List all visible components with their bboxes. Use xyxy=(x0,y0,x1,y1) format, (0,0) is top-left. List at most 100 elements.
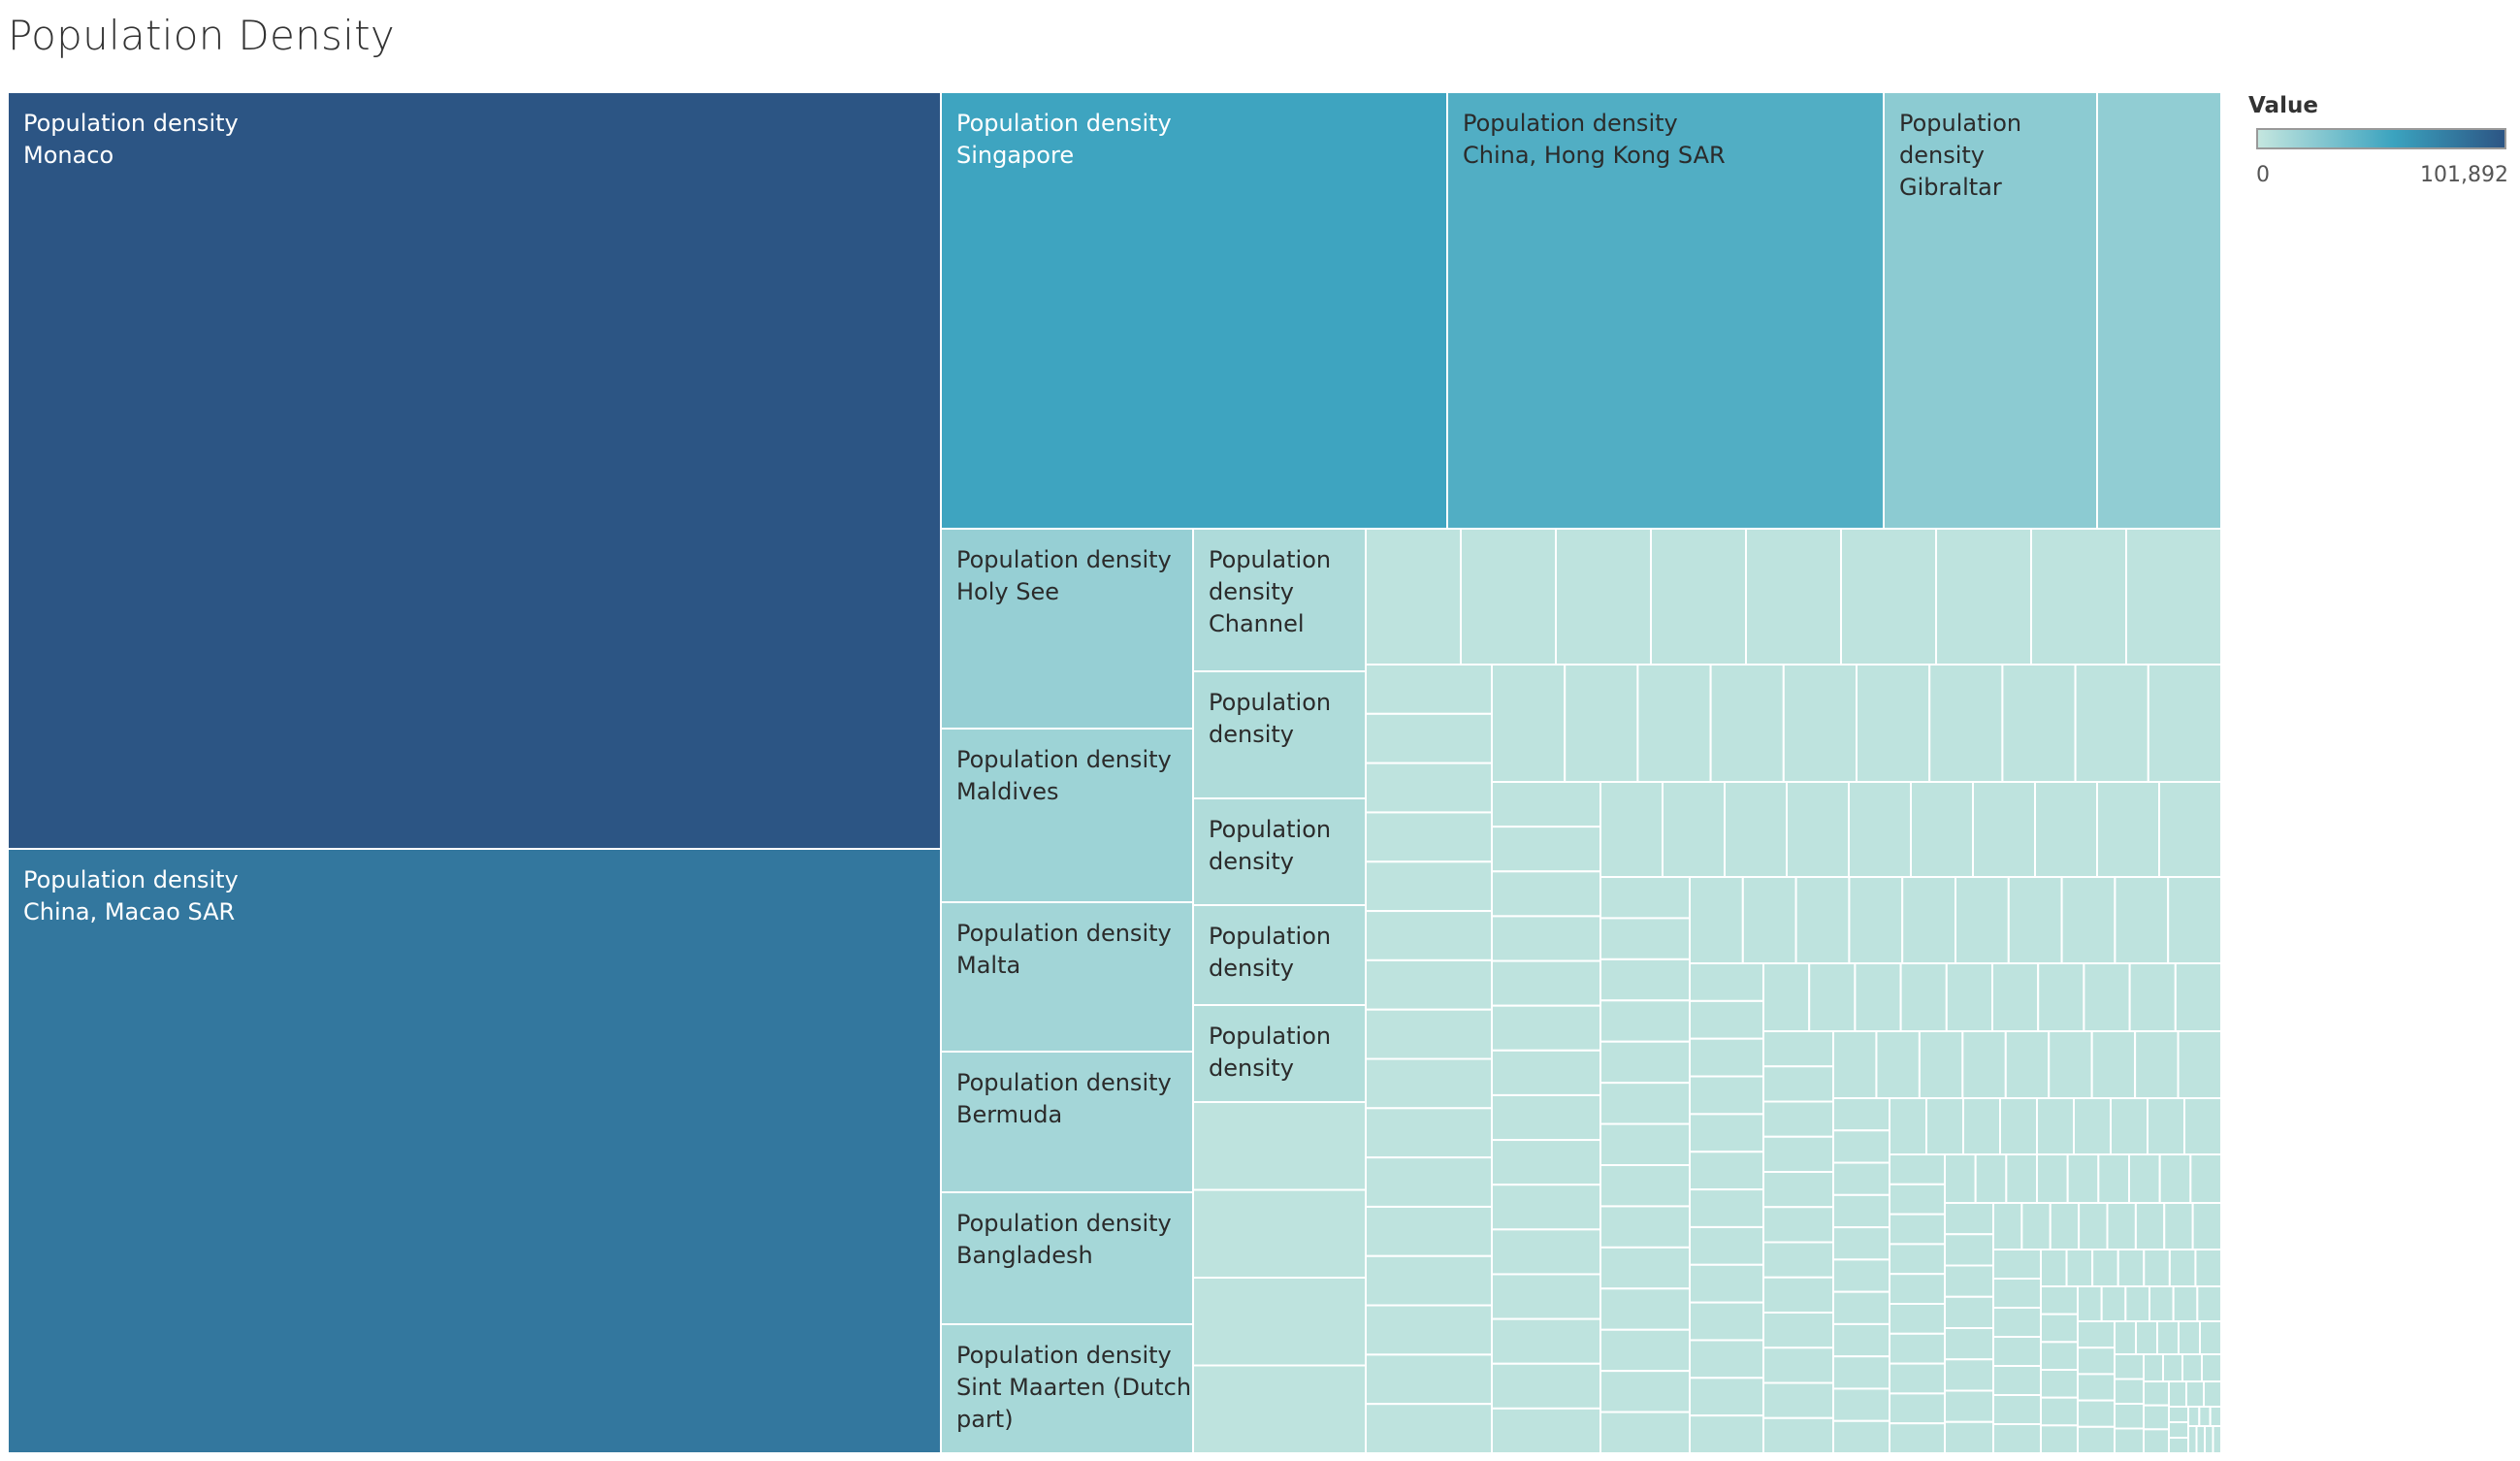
treemap-cell[interactable] xyxy=(1992,1307,2042,1338)
treemap-cell[interactable] xyxy=(1599,876,1691,920)
treemap-cell[interactable] xyxy=(1491,781,1601,828)
treemap-cell[interactable] xyxy=(2174,962,2223,1032)
treemap-cell[interactable] xyxy=(1365,1107,1493,1159)
treemap-cell[interactable] xyxy=(1944,1233,1994,1267)
treemap-cell[interactable] xyxy=(1786,781,1850,878)
treemap-cell[interactable] xyxy=(1365,811,1493,863)
treemap-cell[interactable] xyxy=(1192,1364,1367,1454)
treemap-cell[interactable] xyxy=(2114,1403,2145,1430)
treemap-cell[interactable] xyxy=(1889,1153,1946,1185)
treemap-cell[interactable] xyxy=(1491,664,1567,783)
treemap-cell[interactable] xyxy=(1889,1213,1946,1246)
treemap-cell[interactable] xyxy=(1928,664,2004,783)
treemap-cell[interactable] xyxy=(1889,1097,1927,1155)
treemap-cell[interactable] xyxy=(1832,1161,1890,1196)
treemap-cell[interactable] xyxy=(2163,1202,2194,1250)
treemap-cell[interactable] xyxy=(2078,1202,2109,1250)
treemap-cell-labeled[interactable] xyxy=(7,848,942,1454)
treemap-cell[interactable] xyxy=(1935,528,2032,666)
treemap-cell[interactable] xyxy=(1689,1037,1764,1078)
treemap-cell[interactable] xyxy=(2194,1249,2222,1287)
treemap-cell[interactable] xyxy=(2191,1202,2222,1250)
treemap-cell[interactable] xyxy=(1974,1153,2008,1204)
treemap-cell[interactable] xyxy=(1889,1362,1946,1395)
treemap-cell-labeled[interactable] xyxy=(7,91,942,850)
treemap-cell[interactable] xyxy=(1925,1097,1964,1155)
treemap-cell[interactable] xyxy=(1365,1304,1493,1356)
treemap-cell[interactable] xyxy=(2049,1202,2081,1250)
treemap-cell[interactable] xyxy=(2110,1097,2148,1155)
treemap-cell[interactable] xyxy=(1762,1276,1834,1314)
treemap-cell[interactable] xyxy=(2134,1030,2180,1099)
treemap-cell[interactable] xyxy=(1365,958,1493,1011)
treemap-cell[interactable] xyxy=(2187,1406,2201,1427)
treemap-cell-labeled[interactable] xyxy=(1192,904,1367,1006)
treemap-cell[interactable] xyxy=(2178,1320,2201,1355)
treemap-cell-labeled[interactable] xyxy=(940,91,1448,530)
treemap-cell[interactable] xyxy=(2196,1285,2222,1322)
treemap-cell[interactable] xyxy=(1944,1420,1994,1454)
treemap-cell[interactable] xyxy=(2040,1369,2079,1399)
treemap-cell[interactable] xyxy=(1832,1355,1890,1390)
treemap-cell[interactable] xyxy=(1599,958,1691,1002)
treemap-cell[interactable] xyxy=(1762,1416,1834,1454)
treemap-cell[interactable] xyxy=(2168,1406,2189,1423)
treemap-cell[interactable] xyxy=(1491,1004,1601,1052)
treemap-cell[interactable] xyxy=(2168,1380,2187,1408)
treemap-cell[interactable] xyxy=(1599,1328,1691,1373)
treemap-cell[interactable] xyxy=(2005,1153,2038,1204)
treemap-cell[interactable] xyxy=(1689,1225,1764,1266)
treemap-cell[interactable] xyxy=(1745,528,1842,666)
treemap-cell[interactable] xyxy=(2124,1285,2150,1322)
treemap-cell[interactable] xyxy=(2177,1030,2223,1099)
treemap-cell[interactable] xyxy=(1599,1082,1691,1125)
treemap-cell[interactable] xyxy=(2065,1249,2094,1287)
treemap-cell[interactable] xyxy=(2077,1320,2116,1349)
treemap-cell[interactable] xyxy=(1918,1030,1964,1099)
treemap-cell[interactable] xyxy=(1192,1277,1367,1367)
treemap-cell[interactable] xyxy=(2040,1285,2079,1315)
treemap-cell[interactable] xyxy=(1910,781,1974,878)
treemap-cell[interactable] xyxy=(1944,1358,1994,1392)
treemap-cell[interactable] xyxy=(2096,781,2160,878)
treemap-cell[interactable] xyxy=(2106,1202,2137,1250)
treemap-cell[interactable] xyxy=(1944,1264,1994,1298)
treemap-cell[interactable] xyxy=(1599,917,1691,960)
treemap-cell[interactable] xyxy=(1365,860,1493,913)
treemap-cell-labeled[interactable] xyxy=(1883,91,2098,530)
treemap-cell[interactable] xyxy=(1491,1139,1601,1186)
treemap-cell[interactable] xyxy=(2147,1097,2185,1155)
treemap-cell[interactable] xyxy=(1599,1122,1691,1166)
treemap-cell[interactable] xyxy=(1662,781,1726,878)
treemap-cell[interactable] xyxy=(1955,876,2010,964)
treemap-cell[interactable] xyxy=(2195,1425,2206,1454)
treemap-cell[interactable] xyxy=(1460,528,1557,666)
treemap-cell[interactable] xyxy=(1762,1241,1834,1279)
treemap-cell[interactable] xyxy=(2091,1249,2119,1287)
treemap-cell[interactable] xyxy=(2114,1320,2137,1355)
treemap-cell[interactable] xyxy=(1992,1394,2042,1425)
treemap-cell[interactable] xyxy=(2060,876,2116,964)
treemap-cell[interactable] xyxy=(2040,1313,2079,1344)
treemap-cell[interactable] xyxy=(1992,1423,2042,1454)
treemap-cell[interactable] xyxy=(1491,1317,1601,1365)
treemap-cell[interactable] xyxy=(2073,1097,2112,1155)
treemap-cell[interactable] xyxy=(2100,1285,2127,1322)
treemap-cell[interactable] xyxy=(1724,781,1788,878)
treemap-cell[interactable] xyxy=(2096,91,2222,530)
treemap-cell[interactable] xyxy=(1889,1183,1946,1216)
treemap-cell[interactable] xyxy=(1944,1153,1977,1204)
treemap-cell[interactable] xyxy=(2066,1153,2100,1204)
treemap-cell-labeled[interactable] xyxy=(940,1051,1194,1193)
treemap-cell[interactable] xyxy=(1992,1336,2042,1367)
treemap-cell[interactable] xyxy=(1491,826,1601,873)
treemap-cell[interactable] xyxy=(1762,1206,1834,1244)
treemap-cell[interactable] xyxy=(1762,1135,1834,1173)
treemap-cell[interactable] xyxy=(2143,1353,2164,1382)
treemap-cell[interactable] xyxy=(2181,1353,2203,1382)
treemap-cell[interactable] xyxy=(1962,1097,2001,1155)
treemap-cell[interactable] xyxy=(1991,962,2040,1032)
treemap-cell[interactable] xyxy=(1832,1290,1890,1325)
treemap-cell[interactable] xyxy=(1889,1392,1946,1425)
treemap-cell[interactable] xyxy=(2143,1380,2170,1407)
